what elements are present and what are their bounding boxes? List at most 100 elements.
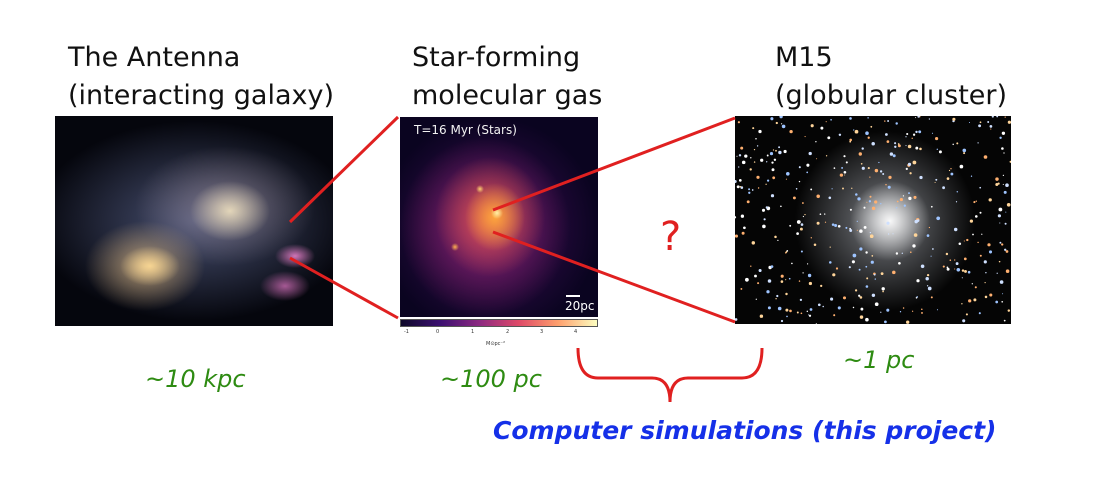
star — [770, 194, 775, 198]
star — [780, 205, 782, 208]
star — [835, 267, 839, 270]
star — [838, 133, 842, 137]
m15-title-line1: M15 — [775, 42, 833, 73]
star — [936, 216, 941, 221]
simulations-bracket-label: Computer simulations (this project) — [493, 416, 997, 445]
star — [766, 161, 768, 163]
star — [863, 225, 867, 229]
star — [777, 239, 779, 242]
molgas-title-line2: molecular gas — [412, 80, 603, 111]
star — [894, 145, 897, 148]
star — [930, 296, 933, 299]
star — [841, 166, 844, 169]
star — [785, 292, 788, 296]
star — [800, 223, 804, 226]
star — [804, 213, 806, 216]
star — [785, 308, 789, 312]
star — [974, 215, 978, 218]
star — [1005, 269, 1010, 273]
star — [917, 116, 920, 118]
star — [752, 127, 755, 130]
star — [921, 308, 923, 311]
star — [880, 311, 882, 313]
star — [985, 272, 987, 274]
star — [962, 148, 967, 153]
star — [988, 250, 993, 254]
star — [808, 314, 812, 317]
m15-title-line2: (globular cluster) — [775, 80, 1008, 111]
star — [860, 162, 863, 165]
star — [762, 224, 766, 229]
star — [856, 229, 858, 231]
star — [839, 173, 844, 177]
star — [1002, 293, 1004, 295]
star — [966, 238, 969, 242]
star — [766, 154, 769, 157]
star — [844, 174, 846, 176]
star — [934, 181, 936, 184]
star — [808, 314, 810, 316]
star — [991, 116, 994, 118]
star — [804, 136, 806, 138]
star — [952, 117, 956, 121]
star — [735, 318, 738, 321]
star — [961, 269, 965, 272]
star — [912, 133, 916, 136]
star — [853, 129, 855, 131]
star — [832, 273, 836, 277]
star — [967, 270, 971, 274]
star — [968, 121, 971, 124]
star — [854, 289, 858, 292]
star — [869, 234, 874, 239]
star — [869, 231, 872, 234]
star — [1007, 309, 1011, 312]
star — [915, 117, 917, 119]
star — [849, 117, 852, 120]
star — [931, 132, 934, 134]
star — [849, 140, 852, 143]
star — [874, 302, 879, 307]
star — [963, 152, 966, 155]
star — [774, 235, 777, 239]
star — [735, 234, 738, 238]
star — [867, 167, 870, 170]
star — [948, 169, 951, 172]
star — [799, 227, 803, 231]
star — [849, 227, 851, 230]
star — [926, 285, 929, 287]
star — [954, 268, 956, 270]
star — [772, 149, 775, 151]
star — [882, 290, 884, 293]
star — [954, 259, 956, 261]
star — [833, 167, 836, 169]
star — [772, 176, 776, 180]
star — [765, 206, 769, 209]
star — [815, 323, 817, 324]
star — [807, 273, 812, 278]
star — [828, 196, 832, 200]
star — [892, 233, 894, 235]
star — [956, 191, 959, 193]
star — [884, 120, 886, 122]
star — [1001, 300, 1004, 303]
star — [831, 188, 833, 190]
star — [810, 124, 814, 128]
star — [798, 280, 801, 282]
star — [771, 161, 774, 164]
star — [961, 277, 963, 279]
star — [988, 198, 992, 202]
star — [745, 277, 749, 282]
star — [999, 280, 1004, 284]
star — [973, 298, 977, 302]
star — [843, 155, 846, 158]
star — [759, 314, 764, 318]
star — [780, 319, 784, 323]
star — [859, 315, 864, 319]
star — [798, 180, 801, 183]
star — [912, 160, 917, 165]
star — [912, 244, 916, 248]
star — [915, 146, 919, 150]
star — [984, 295, 988, 299]
star — [874, 200, 878, 204]
